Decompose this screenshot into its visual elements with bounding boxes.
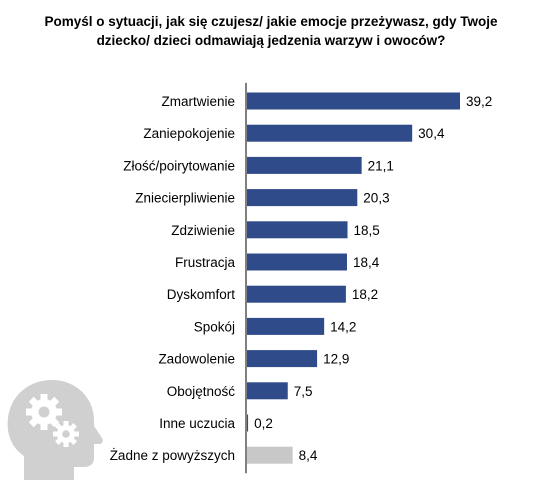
category-label: Inne uczucia bbox=[159, 416, 235, 431]
category-label: Zadowolenie bbox=[158, 352, 235, 367]
chart-title: Pomyśl o sytuacji, jak się czujesz/ jaki… bbox=[10, 12, 532, 50]
gear-small bbox=[53, 421, 79, 447]
value-label: 20,3 bbox=[363, 191, 389, 206]
bar bbox=[247, 253, 347, 271]
value-label: 21,1 bbox=[368, 158, 394, 173]
bar bbox=[247, 124, 413, 142]
head-with-gears-icon bbox=[7, 380, 103, 480]
chart-title-line-2: dziecko/ dzieci odmawiają jedzenia warzy… bbox=[96, 33, 446, 48]
category-label: Obojętność bbox=[167, 384, 236, 399]
bar bbox=[247, 92, 460, 110]
value-label: 0,2 bbox=[254, 416, 273, 431]
chart-title-line-1: Pomyśl o sytuacji, jak się czujesz/ jaki… bbox=[44, 14, 498, 29]
category-label: Spokój bbox=[194, 319, 235, 334]
value-label: 7,5 bbox=[294, 384, 313, 399]
category-label: Zdziwienie bbox=[171, 223, 235, 238]
bar bbox=[247, 156, 362, 174]
value-label: 8,4 bbox=[299, 448, 318, 463]
category-label: Zaniepokojenie bbox=[143, 126, 235, 141]
bar bbox=[247, 446, 293, 464]
value-label: 18,4 bbox=[353, 255, 380, 270]
bar bbox=[247, 285, 346, 303]
category-label: Żadne z powyższych bbox=[110, 448, 235, 463]
value-label: 30,4 bbox=[418, 126, 445, 141]
value-label: 18,5 bbox=[354, 223, 380, 238]
value-label: 39,2 bbox=[466, 94, 492, 109]
bar bbox=[247, 189, 358, 207]
category-label: Zmartwienie bbox=[161, 94, 235, 109]
value-label: 12,9 bbox=[323, 352, 349, 367]
head-silhouette bbox=[7, 380, 103, 480]
bar bbox=[247, 350, 318, 368]
value-label: 14,2 bbox=[330, 319, 356, 334]
category-label: Złość/poirytowanie bbox=[123, 158, 235, 173]
value-label: 18,2 bbox=[352, 287, 378, 302]
category-label: Zniecierpliwienie bbox=[135, 191, 235, 206]
category-label: Dyskomfort bbox=[167, 287, 236, 302]
bar bbox=[247, 317, 325, 335]
bar bbox=[247, 221, 348, 239]
bar bbox=[247, 414, 249, 432]
category-label: Frustracja bbox=[175, 255, 236, 270]
bar bbox=[247, 382, 288, 400]
